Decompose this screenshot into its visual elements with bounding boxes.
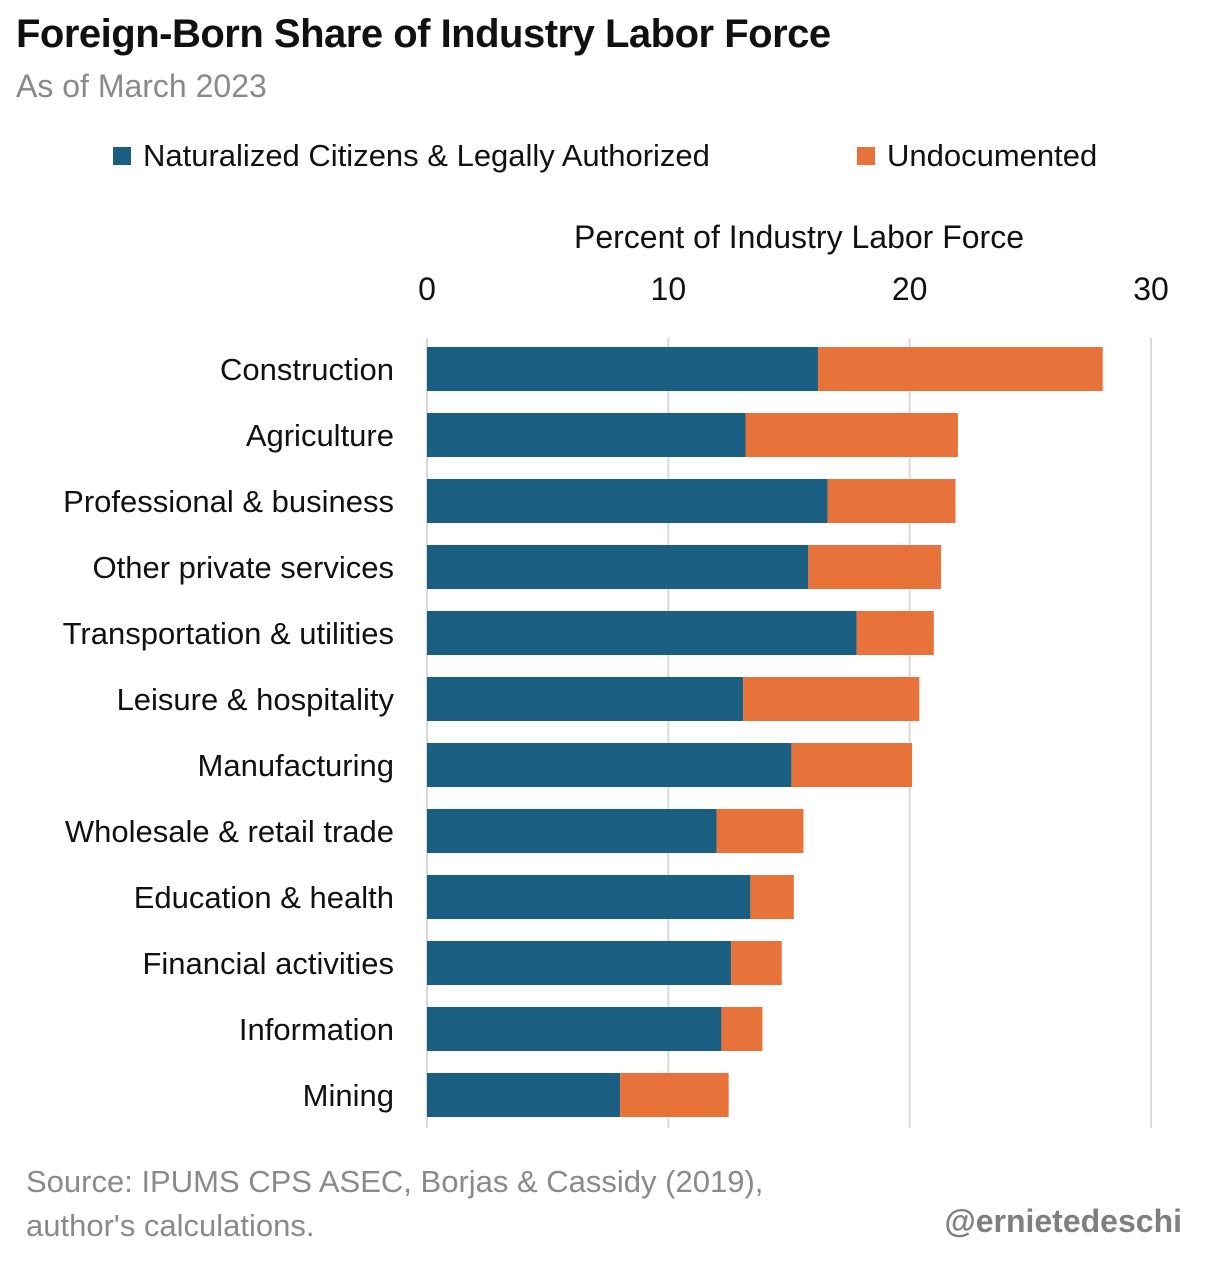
category-label-10: Information (239, 1012, 394, 1047)
x-tick-label-10: 10 (651, 271, 687, 307)
bar-undocumented-4 (856, 611, 934, 655)
legend-label-naturalized: Naturalized Citizens & Legally Authorize… (143, 138, 710, 173)
author-handle: @ernietedeschi (944, 1203, 1182, 1239)
x-axis-title: Percent of Industry Labor Force (574, 219, 1024, 255)
legend: Naturalized Citizens & Legally Authorize… (0, 138, 1206, 178)
category-label-6: Manufacturing (198, 748, 394, 783)
category-labels: Construction Agriculture Professional & bu… (63, 352, 395, 1113)
bar-naturalized-9 (427, 941, 732, 985)
bar-naturalized-7 (427, 809, 717, 853)
bar-undocumented-9 (731, 941, 782, 985)
bars (427, 347, 1103, 1117)
category-label-7: Wholesale & retail trade (65, 814, 394, 849)
gridlines (426, 338, 1152, 1128)
bar-undocumented-2 (827, 479, 956, 523)
bar-naturalized-0 (427, 347, 818, 391)
bar-undocumented-10 (721, 1007, 763, 1051)
bar-naturalized-6 (427, 743, 792, 787)
bar-undocumented-5 (743, 677, 920, 721)
category-label-8: Education & health (134, 880, 394, 915)
legend-item-naturalized: Naturalized Citizens & Legally Authorize… (113, 138, 710, 174)
bar-undocumented-11 (620, 1073, 729, 1117)
bar-undocumented-8 (750, 875, 794, 919)
category-label-2: Professional & business (63, 484, 394, 519)
bar-naturalized-11 (427, 1073, 621, 1117)
bar-chart: Construction Agriculture Professional & bu… (63, 219, 1169, 1128)
bar-undocumented-1 (745, 413, 958, 457)
category-label-4: Transportation & utilities (63, 616, 394, 651)
category-label-1: Agriculture (246, 418, 394, 453)
source-line-2: author's calculations. (26, 1208, 315, 1243)
category-label-11: Mining (303, 1078, 394, 1113)
legend-item-undocumented: Undocumented (857, 138, 1097, 174)
x-tick-label-20: 20 (892, 271, 928, 307)
bar-naturalized-10 (427, 1007, 722, 1051)
category-label-5: Leisure & hospitality (117, 682, 395, 717)
x-tick-label-0: 0 (418, 271, 436, 307)
bar-undocumented-6 (791, 743, 913, 787)
bar-naturalized-1 (427, 413, 746, 457)
bar-undocumented-0 (817, 347, 1103, 391)
legend-swatch-naturalized (113, 147, 131, 165)
legend-swatch-undocumented (857, 147, 875, 165)
category-label-9: Financial activities (142, 946, 394, 981)
legend-label-undocumented: Undocumented (887, 138, 1098, 173)
category-label-0: Construction (220, 352, 394, 387)
bar-naturalized-8 (427, 875, 751, 919)
bar-naturalized-4 (427, 611, 857, 655)
bar-undocumented-3 (808, 545, 942, 589)
category-label-3: Other private services (93, 550, 395, 585)
source-note: Source: IPUMS CPS ASEC, Borjas & Cassidy… (26, 1160, 763, 1248)
bar-undocumented-7 (716, 809, 804, 853)
source-line-1: Source: IPUMS CPS ASEC, Borjas & Cassidy… (26, 1164, 764, 1199)
bar-naturalized-3 (427, 545, 809, 589)
x-tick-labels: 0 10 20 30 (418, 271, 1169, 307)
bar-naturalized-5 (427, 677, 744, 721)
x-tick-label-30: 30 (1133, 271, 1169, 307)
chart-subtitle: As of March 2023 (16, 68, 267, 104)
bar-naturalized-2 (427, 479, 828, 523)
chart-title: Foreign-Born Share of Industry Labor For… (16, 12, 831, 56)
